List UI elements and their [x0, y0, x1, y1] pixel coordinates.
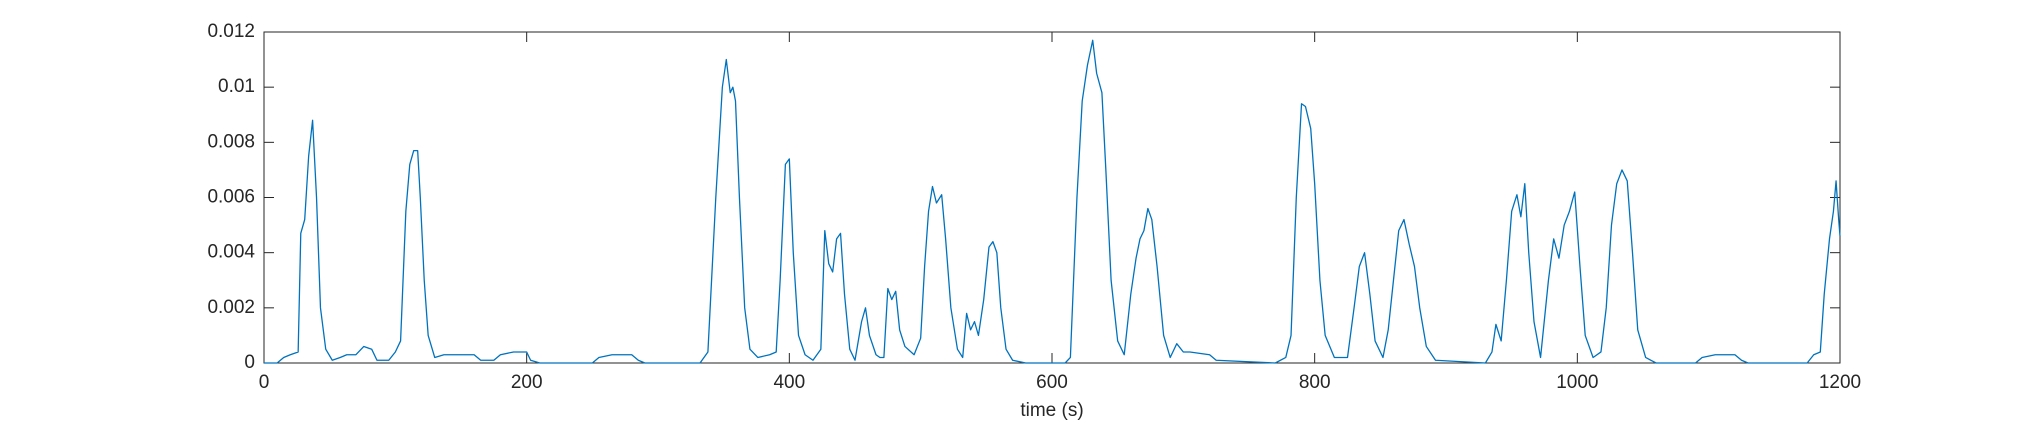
y-tick-label: 0 — [244, 352, 255, 373]
y-tick-label: 0.008 — [207, 131, 255, 152]
data-line — [264, 39, 1841, 364]
x-tick-label: 800 — [1299, 372, 1331, 393]
x-tick-label: 200 — [511, 372, 543, 393]
x-tick-label: 0 — [259, 372, 270, 393]
x-axis-label: time (s) — [1020, 400, 1083, 421]
x-tick-label: 1200 — [1819, 372, 1861, 393]
y-tick-label: 0.012 — [207, 21, 255, 42]
y-tick-label: 0.002 — [207, 297, 255, 318]
x-tick-label: 1000 — [1556, 372, 1598, 393]
y-tick-label: 0.01 — [218, 76, 255, 97]
x-tick-label: 400 — [773, 372, 805, 393]
y-tick-label: 0.006 — [207, 187, 255, 208]
x-tick-label: 600 — [1036, 372, 1068, 393]
y-tick-label: 0.004 — [207, 242, 255, 263]
axes-box — [263, 31, 1841, 364]
